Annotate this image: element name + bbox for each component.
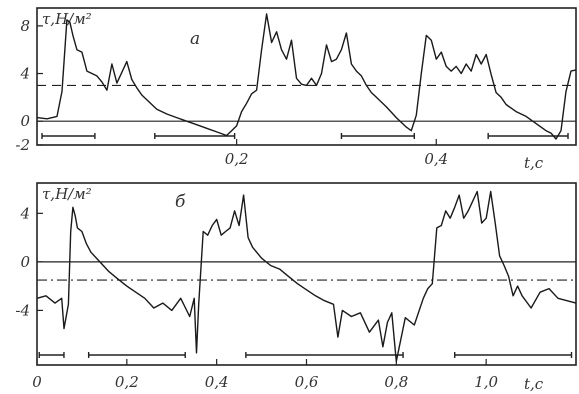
panel-a-data-line (36, 13, 577, 140)
panel-b-data-line (36, 190, 577, 363)
panel-a-chart: а τ,Н/м² t,c 8 4 0 -2 0,2 0,4 (15, 7, 577, 172)
x-tick-label: 0 (32, 373, 42, 391)
panel-b-chart: б τ,Н/м² t,c 4 0 -4 0 0,2 0,4 0,6 0,8 1,0 (15, 182, 577, 393)
y-tick-label: 0 (20, 112, 30, 130)
x-tick-label: 0,8 (384, 373, 408, 391)
x-tick-label: 0,2 (225, 150, 249, 168)
y-tick-label: 8 (20, 17, 30, 35)
x-tick-label: 0,2 (115, 373, 139, 391)
y-tick-label: 0 (20, 253, 30, 271)
x-tick-label: 1,0 (474, 373, 498, 391)
x-tick-label: 0,4 (205, 373, 229, 391)
y-tick-label: -2 (15, 136, 30, 154)
panel-a-y-axis-title: τ,Н/м² (42, 10, 92, 28)
panel-a-label: а (190, 29, 200, 49)
panel-b-label: б (175, 192, 186, 212)
panel-a-x-axis-title: t,c (524, 154, 544, 172)
x-tick-label: 0,4 (424, 150, 448, 168)
panel-a-frame (36, 7, 577, 146)
panel-b-frame (36, 182, 577, 366)
x-tick-label: 0,6 (295, 373, 319, 391)
panel-b-y-axis-title: τ,Н/м² (42, 185, 92, 203)
panel-b-x-axis-title: t,c (524, 375, 544, 393)
y-tick-label: -4 (15, 301, 30, 319)
y-tick-label: 4 (19, 204, 30, 222)
y-tick-label: 4 (19, 65, 30, 83)
